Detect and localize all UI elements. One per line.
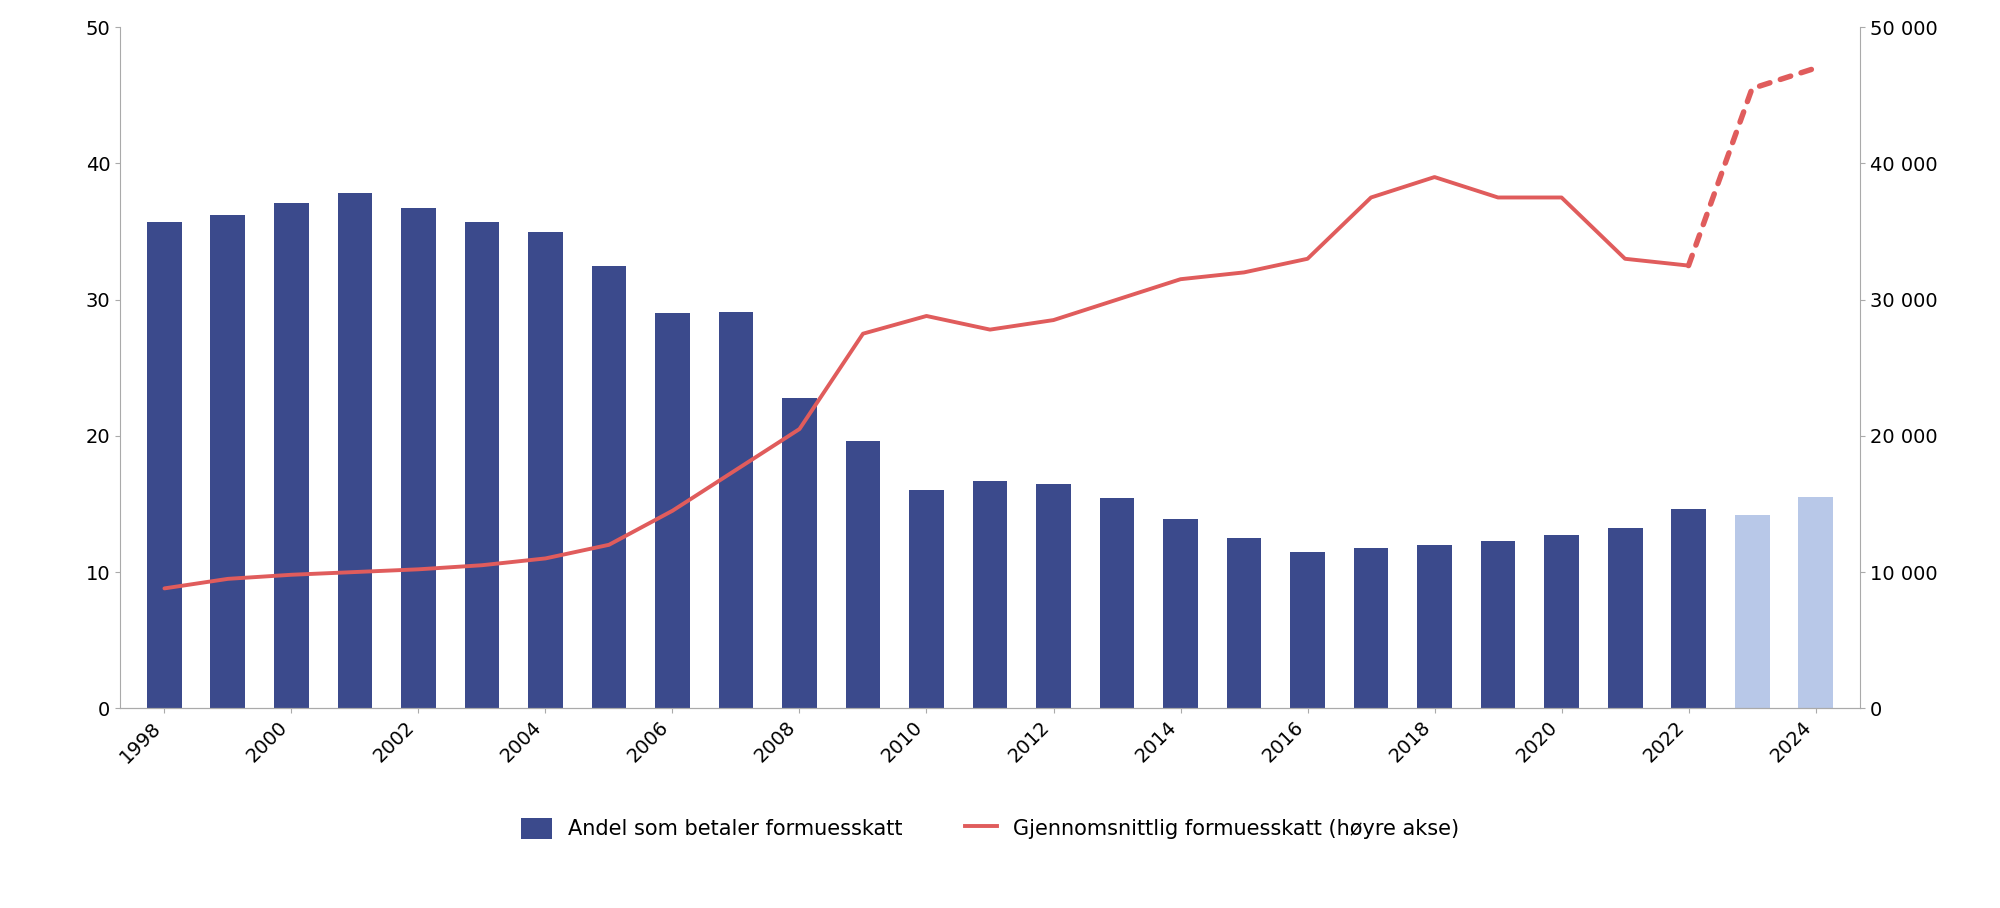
- Bar: [1798, 497, 1834, 708]
- Bar: [1734, 515, 1770, 708]
- Bar: [972, 481, 1008, 708]
- Bar: [274, 202, 308, 708]
- Bar: [1544, 536, 1578, 708]
- Bar: [910, 490, 944, 708]
- Bar: [656, 313, 690, 708]
- Bar: [1290, 551, 1324, 708]
- Bar: [210, 215, 246, 708]
- Bar: [528, 232, 562, 708]
- Bar: [338, 193, 372, 708]
- Bar: [1164, 519, 1198, 708]
- Bar: [146, 222, 182, 708]
- Bar: [718, 311, 754, 708]
- Legend: Andel som betaler formuesskatt, Gjennomsnittlig formuesskatt (høyre akse): Andel som betaler formuesskatt, Gjennoms…: [512, 809, 1468, 848]
- Bar: [402, 208, 436, 708]
- Bar: [1418, 545, 1452, 708]
- Bar: [846, 441, 880, 708]
- Bar: [592, 265, 626, 708]
- Bar: [782, 398, 816, 708]
- Bar: [1354, 548, 1388, 708]
- Bar: [464, 222, 500, 708]
- Bar: [1608, 528, 1642, 708]
- Bar: [1672, 509, 1706, 708]
- Bar: [1100, 498, 1134, 708]
- Bar: [1226, 538, 1262, 708]
- Bar: [1036, 483, 1070, 708]
- Bar: [1480, 541, 1516, 708]
